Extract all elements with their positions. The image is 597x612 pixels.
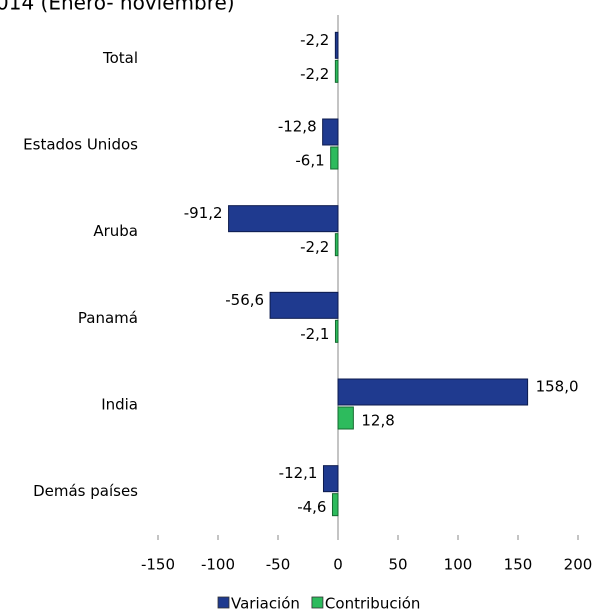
data-label: -12,8 xyxy=(278,118,317,136)
legend-swatch xyxy=(311,596,324,609)
data-label: 12,8 xyxy=(361,412,394,430)
data-label: 158,0 xyxy=(536,378,579,396)
x-tick-label: 50 xyxy=(388,556,407,574)
bar xyxy=(334,59,339,83)
bar xyxy=(334,319,339,343)
x-tick-label: 100 xyxy=(444,556,473,574)
x-tick-label: 200 xyxy=(564,556,593,574)
x-tick-label: -50 xyxy=(266,556,291,574)
bar xyxy=(334,233,339,257)
legend-label: Contribución xyxy=(325,595,421,612)
y-tick-label: Aruba xyxy=(93,222,138,240)
data-label: -12,1 xyxy=(279,464,318,482)
x-tick-label: -150 xyxy=(141,556,175,574)
chart-title: 014 (Enero- noviembre) xyxy=(0,0,235,15)
bar xyxy=(322,118,339,146)
bar xyxy=(337,378,529,406)
y-tick-label: Panamá xyxy=(78,309,138,327)
bar xyxy=(228,205,339,233)
bar xyxy=(331,493,339,517)
data-label: -2,2 xyxy=(300,65,329,83)
bar xyxy=(269,291,339,319)
y-tick-label: India xyxy=(101,396,138,414)
bar xyxy=(322,465,339,493)
x-tick-label: -100 xyxy=(201,556,235,574)
data-label: -2,2 xyxy=(300,31,329,49)
data-label: -6,1 xyxy=(295,152,324,170)
x-tick-label: 0 xyxy=(333,556,343,574)
bar xyxy=(330,146,339,170)
y-tick-label: Estados Unidos xyxy=(23,136,138,154)
data-label: -2,2 xyxy=(300,238,329,256)
y-tick-label: Demás países xyxy=(33,482,138,500)
x-tick-label: 150 xyxy=(504,556,533,574)
y-tick-label: Total xyxy=(102,49,138,67)
bar xyxy=(337,406,354,430)
data-label: -4,6 xyxy=(297,498,326,516)
bar xyxy=(334,31,339,59)
data-label: -91,2 xyxy=(184,204,223,222)
legend-swatch xyxy=(217,596,230,609)
data-label: -56,6 xyxy=(225,291,264,309)
legend-label: Variación xyxy=(231,595,300,612)
data-label: -2,1 xyxy=(300,325,329,343)
